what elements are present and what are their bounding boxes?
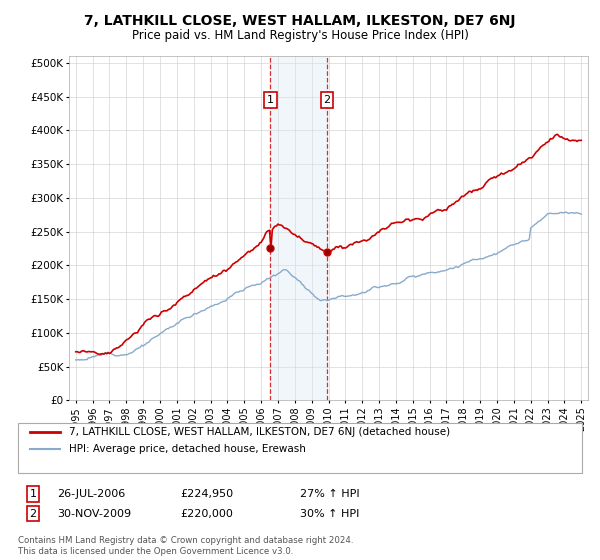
Text: Contains HM Land Registry data © Crown copyright and database right 2024.
This d: Contains HM Land Registry data © Crown c…: [18, 536, 353, 556]
Text: 1: 1: [267, 95, 274, 105]
Bar: [271, 56, 327, 400]
Text: 7, LATHKILL CLOSE, WEST HALLAM, ILKESTON, DE7 6NJ (detached house): 7, LATHKILL CLOSE, WEST HALLAM, ILKESTON…: [69, 427, 450, 437]
Text: 2: 2: [29, 508, 37, 519]
Text: 7, LATHKILL CLOSE, WEST HALLAM, ILKESTON, DE7 6NJ: 7, LATHKILL CLOSE, WEST HALLAM, ILKESTON…: [84, 14, 516, 28]
Text: Price paid vs. HM Land Registry's House Price Index (HPI): Price paid vs. HM Land Registry's House …: [131, 29, 469, 42]
Text: 30-NOV-2009: 30-NOV-2009: [57, 508, 131, 519]
Text: £220,000: £220,000: [180, 508, 233, 519]
Text: 30% ↑ HPI: 30% ↑ HPI: [300, 508, 359, 519]
Text: HPI: Average price, detached house, Erewash: HPI: Average price, detached house, Erew…: [69, 444, 306, 454]
Text: 26-JUL-2006: 26-JUL-2006: [57, 489, 125, 499]
Text: 27% ↑ HPI: 27% ↑ HPI: [300, 489, 359, 499]
Text: 2: 2: [323, 95, 331, 105]
Text: 1: 1: [29, 489, 37, 499]
Text: £224,950: £224,950: [180, 489, 233, 499]
